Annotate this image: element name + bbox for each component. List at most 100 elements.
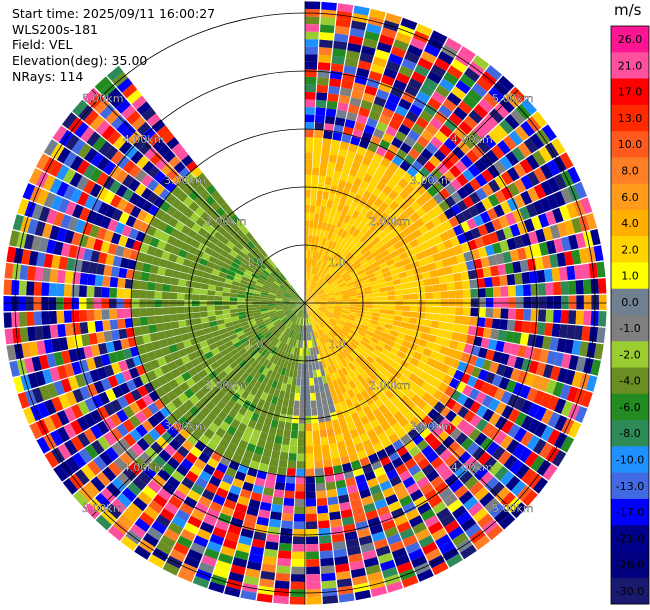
radar-gate <box>349 309 358 313</box>
radar-gate <box>499 240 510 253</box>
radar-gate <box>272 282 280 288</box>
radar-gate <box>531 215 543 230</box>
radar-gate <box>285 414 293 423</box>
radar-gate <box>330 63 344 73</box>
radar-gate <box>121 104 136 120</box>
radar-gate <box>287 329 293 338</box>
radar-gate <box>270 511 282 521</box>
radar-gate <box>481 197 493 211</box>
radar-gate <box>251 538 266 549</box>
radar-gate <box>167 457 180 470</box>
radar-gate <box>331 419 340 428</box>
radar-gate <box>223 283 232 289</box>
radar-gate <box>183 410 195 422</box>
radar-gate <box>143 382 155 394</box>
radar-gate <box>353 513 367 524</box>
radar-gate <box>293 528 305 537</box>
radar-gate <box>305 408 312 417</box>
radar-gate <box>526 203 538 218</box>
radar-gate <box>260 327 269 335</box>
radar-gate <box>317 512 330 522</box>
radar-gate <box>289 303 298 305</box>
radar-gate <box>290 346 296 355</box>
radar-gate <box>230 435 241 447</box>
radar-gate <box>194 249 204 258</box>
radar-gate <box>204 246 214 256</box>
radar-gate <box>307 340 310 349</box>
radar-gate <box>364 293 373 298</box>
radar-gate <box>132 476 147 491</box>
radar-gate <box>120 535 138 551</box>
radar-gate <box>170 277 180 286</box>
radar-gate <box>120 338 130 350</box>
radar-gate <box>231 453 243 464</box>
radar-gate <box>348 234 356 244</box>
radar-gate <box>529 270 538 284</box>
colorbar-label: -10.0 <box>616 454 644 467</box>
radar-gate <box>469 178 482 191</box>
radar-gate <box>208 475 222 488</box>
radar-gate <box>294 332 299 340</box>
radar-gate <box>149 237 160 248</box>
radar-gate <box>197 263 206 272</box>
radar-gate <box>178 279 187 287</box>
radar-gate <box>350 20 367 31</box>
radar-gate <box>142 361 154 373</box>
radar-gate <box>491 218 503 231</box>
radar-gate <box>319 261 325 269</box>
radar-gate <box>147 281 156 291</box>
radar-gate <box>590 359 601 376</box>
radar-gate <box>581 263 591 279</box>
radar-gate <box>301 303 305 310</box>
radar-gate <box>536 322 546 336</box>
radar-gate <box>311 258 315 267</box>
radar-gate <box>282 304 291 307</box>
radar-gate <box>445 274 455 283</box>
radar-gate <box>250 260 259 268</box>
radar-gate <box>341 327 350 335</box>
radar-gate <box>358 327 368 334</box>
radar-gate <box>336 155 346 165</box>
radar-gate <box>309 281 313 289</box>
radar-gate <box>203 464 216 476</box>
radar-gate <box>344 198 353 208</box>
radar-gate <box>147 402 160 415</box>
radar-gate <box>247 319 256 325</box>
radar-gate <box>332 48 347 58</box>
radar-gate <box>248 321 257 328</box>
radar-gate <box>363 556 379 568</box>
radar-gate <box>418 258 428 267</box>
radar-gate <box>317 345 323 354</box>
radar-gate <box>533 183 547 199</box>
radar-gate <box>159 508 175 522</box>
radar-gate <box>239 318 248 324</box>
radar-gate <box>500 390 513 405</box>
radar-gate <box>244 343 253 351</box>
colorbar-swatch <box>611 183 649 211</box>
radar-gate <box>307 250 311 258</box>
radar-gate <box>324 255 330 264</box>
radar-gate <box>225 208 236 218</box>
radar-gate <box>335 276 343 283</box>
radar-gate <box>404 51 420 64</box>
radar-gate <box>367 516 381 528</box>
radar-gate <box>157 488 172 502</box>
radar-gate <box>160 163 173 176</box>
radar-gate <box>319 305 328 308</box>
radar-gate <box>104 145 119 161</box>
radar-gate <box>148 273 157 283</box>
radar-gate <box>376 41 392 53</box>
radar-gate <box>325 290 334 295</box>
radar-gate <box>527 418 541 434</box>
radar-gate <box>186 325 196 333</box>
radar-gate <box>311 182 318 191</box>
radar-gate <box>95 492 111 509</box>
radar-gate <box>390 46 406 59</box>
radar-gate <box>399 200 410 211</box>
radar-gate <box>414 64 430 77</box>
radar-gate <box>226 398 237 409</box>
radar-gate <box>323 273 330 281</box>
radar-gate <box>477 139 491 154</box>
radar-gate <box>309 281 314 289</box>
radar-gate <box>84 444 99 460</box>
